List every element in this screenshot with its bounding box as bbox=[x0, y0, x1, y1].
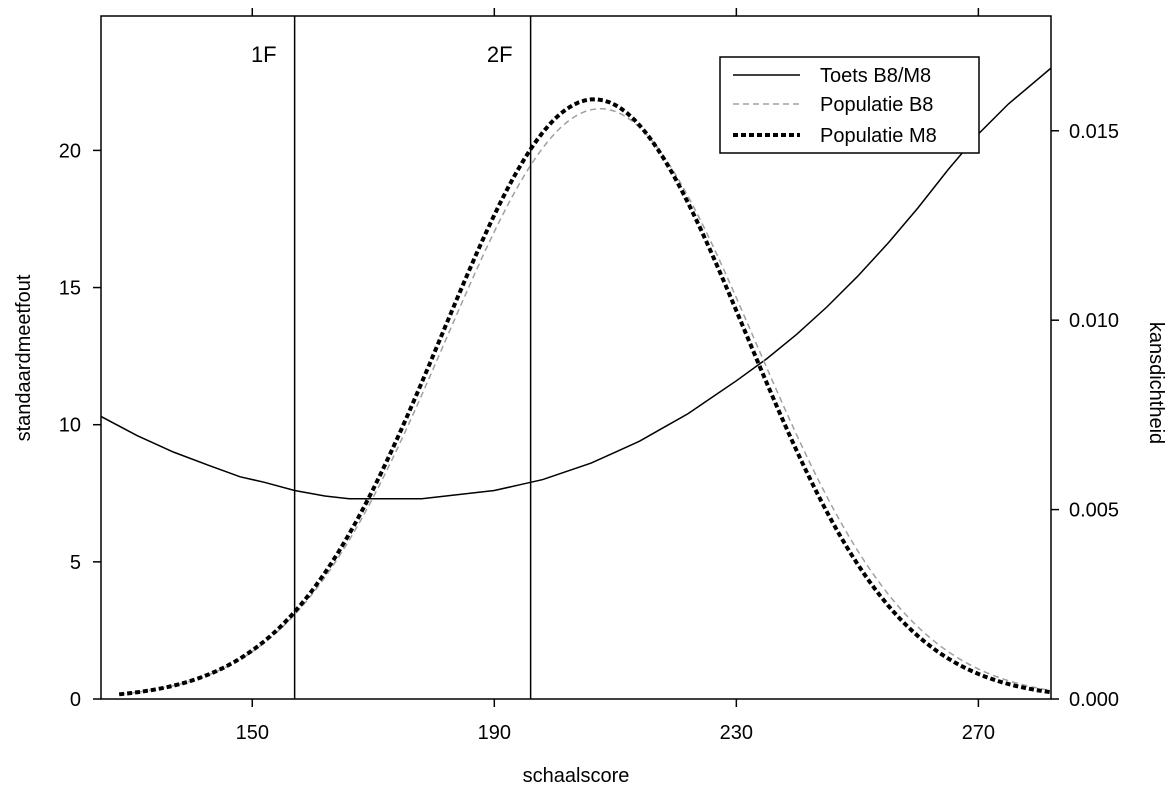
y-left-tick-label-20: 20 bbox=[59, 140, 81, 162]
plot-frame bbox=[100, 15, 1052, 700]
x-tick-label-230: 230 bbox=[720, 722, 753, 744]
legend-box bbox=[719, 56, 980, 154]
series-line-2 bbox=[119, 108, 1051, 695]
legend: Toets B8/M8 Populatie B8 Populatie M8 bbox=[719, 56, 980, 154]
y-left-tick-label-5: 5 bbox=[70, 552, 81, 574]
y-left-tick-label-0: 0 bbox=[70, 689, 81, 711]
y-right-axis-title: kansdichtheid bbox=[1145, 322, 1167, 444]
legend-label-populatie-b8: Populatie B8 bbox=[820, 94, 933, 116]
y-right-tick-label-0.005: 0.005 bbox=[1069, 500, 1119, 522]
series-line-1 bbox=[101, 67, 1051, 500]
series-line-3 bbox=[118, 97, 1051, 697]
y-left-tick-label-15: 15 bbox=[59, 278, 81, 300]
reference-label-2F: 2F bbox=[487, 42, 513, 67]
legend-label-populatie-m8: Populatie M8 bbox=[820, 125, 937, 147]
x-tick-label-190: 190 bbox=[478, 722, 511, 744]
legend-label-toets: Toets B8/M8 bbox=[820, 65, 931, 87]
y-right-tick-label-0.015: 0.015 bbox=[1069, 121, 1119, 143]
reference-label-1F: 1F bbox=[251, 42, 277, 67]
y-left-axis-title: standaardmeetfout bbox=[13, 274, 35, 441]
x-tick-label-150: 150 bbox=[236, 722, 269, 744]
y-right-tick-label-0.000: 0.000 bbox=[1069, 689, 1119, 711]
x-tick-label-270: 270 bbox=[962, 722, 995, 744]
x-axis-title: schaalscore bbox=[523, 765, 630, 787]
y-right-tick-label-0.010: 0.010 bbox=[1069, 310, 1119, 332]
y-left-tick-label-10: 10 bbox=[59, 415, 81, 437]
